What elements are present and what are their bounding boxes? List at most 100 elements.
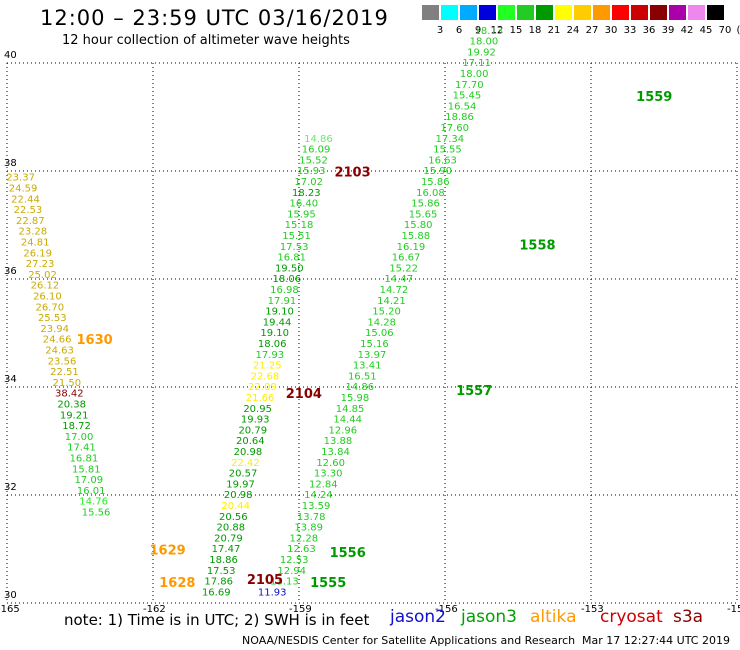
wave-height-label: 20.95 — [243, 404, 272, 415]
wave-height-label: 16.19 — [397, 242, 426, 253]
color-scale-swatch — [555, 5, 572, 20]
wave-height-label: 15.93 — [297, 166, 326, 177]
wave-height-label: 22.87 — [16, 216, 45, 227]
color-scale-label: 6 — [455, 25, 463, 36]
wave-height-label: 22.51 — [50, 367, 79, 378]
wave-height-label: 13.59 — [302, 501, 331, 512]
wave-height-label: 12.28 — [290, 533, 319, 544]
wave-height-label: 16.81 — [70, 454, 99, 465]
wave-height-label: 22.68 — [251, 371, 280, 382]
wave-height-label: 13.41 — [353, 361, 382, 372]
wave-height-label: 18.86 — [445, 112, 474, 123]
color-scale-swatch — [650, 5, 667, 20]
color-scale-swatch — [688, 5, 705, 20]
color-scale-label: 45 — [699, 25, 713, 36]
color-scale-swatch — [574, 5, 591, 20]
color-scale-label: 24 — [566, 25, 580, 36]
wave-height-label: 14.86 — [346, 382, 375, 393]
color-scale-swatch — [422, 5, 439, 20]
pass-time-label: 2103 — [334, 165, 370, 180]
wave-height-label: 14.47 — [384, 274, 413, 285]
wave-height-label: 23.28 — [18, 227, 47, 238]
color-scale-swatch — [593, 5, 610, 20]
wave-height-label: 14.72 — [380, 285, 409, 296]
x-tick-label: -150 — [727, 604, 740, 615]
wave-height-label: 15.56 — [82, 508, 111, 519]
y-tick-label: 38 — [4, 158, 17, 169]
wave-height-label: 17.02 — [294, 177, 323, 188]
wave-height-label: 17.34 — [436, 134, 465, 145]
wave-height-label: 18.00 — [470, 37, 499, 48]
wave-height-label: 13.13 — [270, 577, 299, 588]
wave-height-label: 26.10 — [33, 292, 62, 303]
wave-height-label: 14.21 — [377, 296, 406, 307]
wave-height-label: 16.98 — [270, 285, 299, 296]
wave-height-label: 15.55 — [433, 145, 462, 156]
wave-height-label: 22.53 — [14, 205, 43, 216]
pass-time-label: 1628 — [159, 576, 195, 591]
wave-height-label: 15.95 — [287, 209, 316, 220]
wave-height-label: 15.98 — [341, 393, 370, 404]
color-scale-label: 12 — [490, 25, 504, 36]
color-scale-label: 42 — [680, 25, 694, 36]
color-scale-swatch — [669, 5, 686, 20]
wave-height-label: 14.76 — [79, 497, 108, 508]
wave-height-label: 16.01 — [77, 486, 106, 497]
wave-height-label: 17.53 — [207, 566, 236, 577]
wave-height-label: 13.88 — [324, 436, 353, 447]
wave-height-label: 15.86 — [421, 177, 450, 188]
wave-height-label: 13.30 — [314, 469, 343, 480]
wave-height-label: 15.52 — [299, 155, 328, 166]
chart-subtitle: 12 hour collection of altimeter wave hei… — [62, 33, 350, 48]
color-scale-label: 33 — [623, 25, 637, 36]
wave-height-label: 19.92 — [467, 47, 496, 58]
wave-height-label: 18.13 — [474, 26, 503, 37]
wave-height-label: 16.08 — [416, 188, 445, 199]
wave-height-label: 13.89 — [294, 523, 323, 534]
wave-height-label: 17.86 — [204, 577, 233, 588]
wave-height-label: 12.94 — [277, 566, 306, 577]
color-scale-swatch — [441, 5, 458, 20]
wave-height-label: 23.56 — [48, 356, 77, 367]
color-scale-label: 21 — [547, 25, 561, 36]
wave-height-label: 16.54 — [448, 101, 477, 112]
wave-height-label: 20.57 — [229, 469, 258, 480]
color-scale-label: 39 — [661, 25, 675, 36]
wave-height-label: 20.88 — [217, 523, 246, 534]
wave-height-label: 18.86 — [209, 555, 238, 566]
wave-height-label: 27.23 — [26, 259, 55, 270]
color-scale-label: 27 — [585, 25, 599, 36]
color-scale-swatch — [536, 5, 553, 20]
wave-height-label: 16.51 — [348, 371, 377, 382]
wave-height-label: 26.70 — [36, 302, 65, 313]
wave-height-label: 12.53 — [280, 555, 309, 566]
x-tick-label: -159 — [289, 604, 312, 615]
x-tick-label: -156 — [435, 604, 458, 615]
satellite-legend-altika: altika — [530, 607, 577, 627]
wave-height-label: 17.47 — [212, 544, 241, 555]
color-scale-label: 30 — [604, 25, 618, 36]
wave-height-label: 15.65 — [409, 209, 438, 220]
color-scale-label: 9 — [474, 25, 482, 36]
chart-title: 12:00 – 23:59 UTC 03/16/2019 — [40, 6, 389, 30]
pass-time-label: 1556 — [330, 546, 366, 561]
wave-height-label: 25.53 — [38, 313, 67, 324]
wave-height-label: 15.88 — [401, 231, 430, 242]
wave-height-label: 18.72 — [62, 421, 91, 432]
wave-height-label: 12.96 — [328, 425, 357, 436]
color-scale-swatch — [612, 5, 629, 20]
wave-height-label: 11.93 — [258, 587, 287, 598]
wave-height-label: 20.44 — [221, 501, 250, 512]
wave-height-label: 15.20 — [372, 307, 401, 318]
wave-height-label: 23.37 — [6, 173, 35, 184]
wave-height-label: 19.97 — [226, 479, 255, 490]
wave-height-label: 19.93 — [241, 415, 270, 426]
wave-height-label: 15.16 — [360, 339, 389, 350]
x-tick-label: -165 — [0, 604, 20, 615]
color-scale-swatch — [479, 5, 496, 20]
wave-height-label: 12.63 — [287, 544, 316, 555]
wave-height-label: 12.84 — [309, 479, 338, 490]
y-tick-label: 32 — [4, 482, 17, 493]
wave-height-label: 13.84 — [321, 447, 350, 458]
